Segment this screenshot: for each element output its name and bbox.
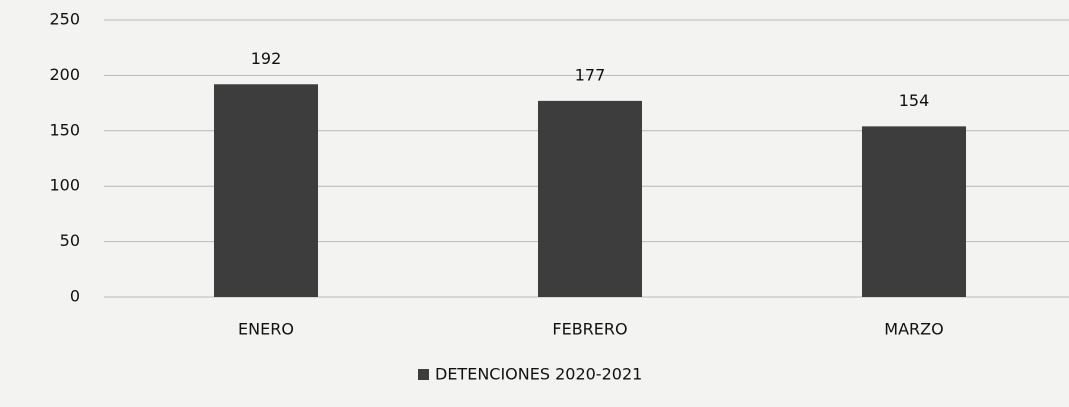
y-tick-label: 50 — [60, 231, 80, 250]
legend-label: DETENCIONES 2020-2021 — [435, 365, 642, 384]
data-label: 177 — [575, 65, 606, 84]
bar — [538, 100, 642, 297]
x-tick-label: FEBRERO — [552, 320, 627, 339]
x-tick-label: MARZO — [884, 320, 943, 339]
y-tick-label: 250 — [49, 10, 80, 29]
x-tick-label: ENERO — [238, 320, 294, 339]
y-tick-label: 0 — [70, 287, 80, 306]
legend-swatch — [418, 369, 429, 380]
data-label: 192 — [251, 49, 282, 68]
bar — [862, 126, 966, 297]
bar — [214, 84, 318, 297]
data-label: 154 — [899, 91, 930, 110]
y-tick-label: 150 — [49, 120, 80, 139]
y-tick-label: 100 — [49, 176, 80, 195]
y-tick-label: 200 — [49, 65, 80, 84]
